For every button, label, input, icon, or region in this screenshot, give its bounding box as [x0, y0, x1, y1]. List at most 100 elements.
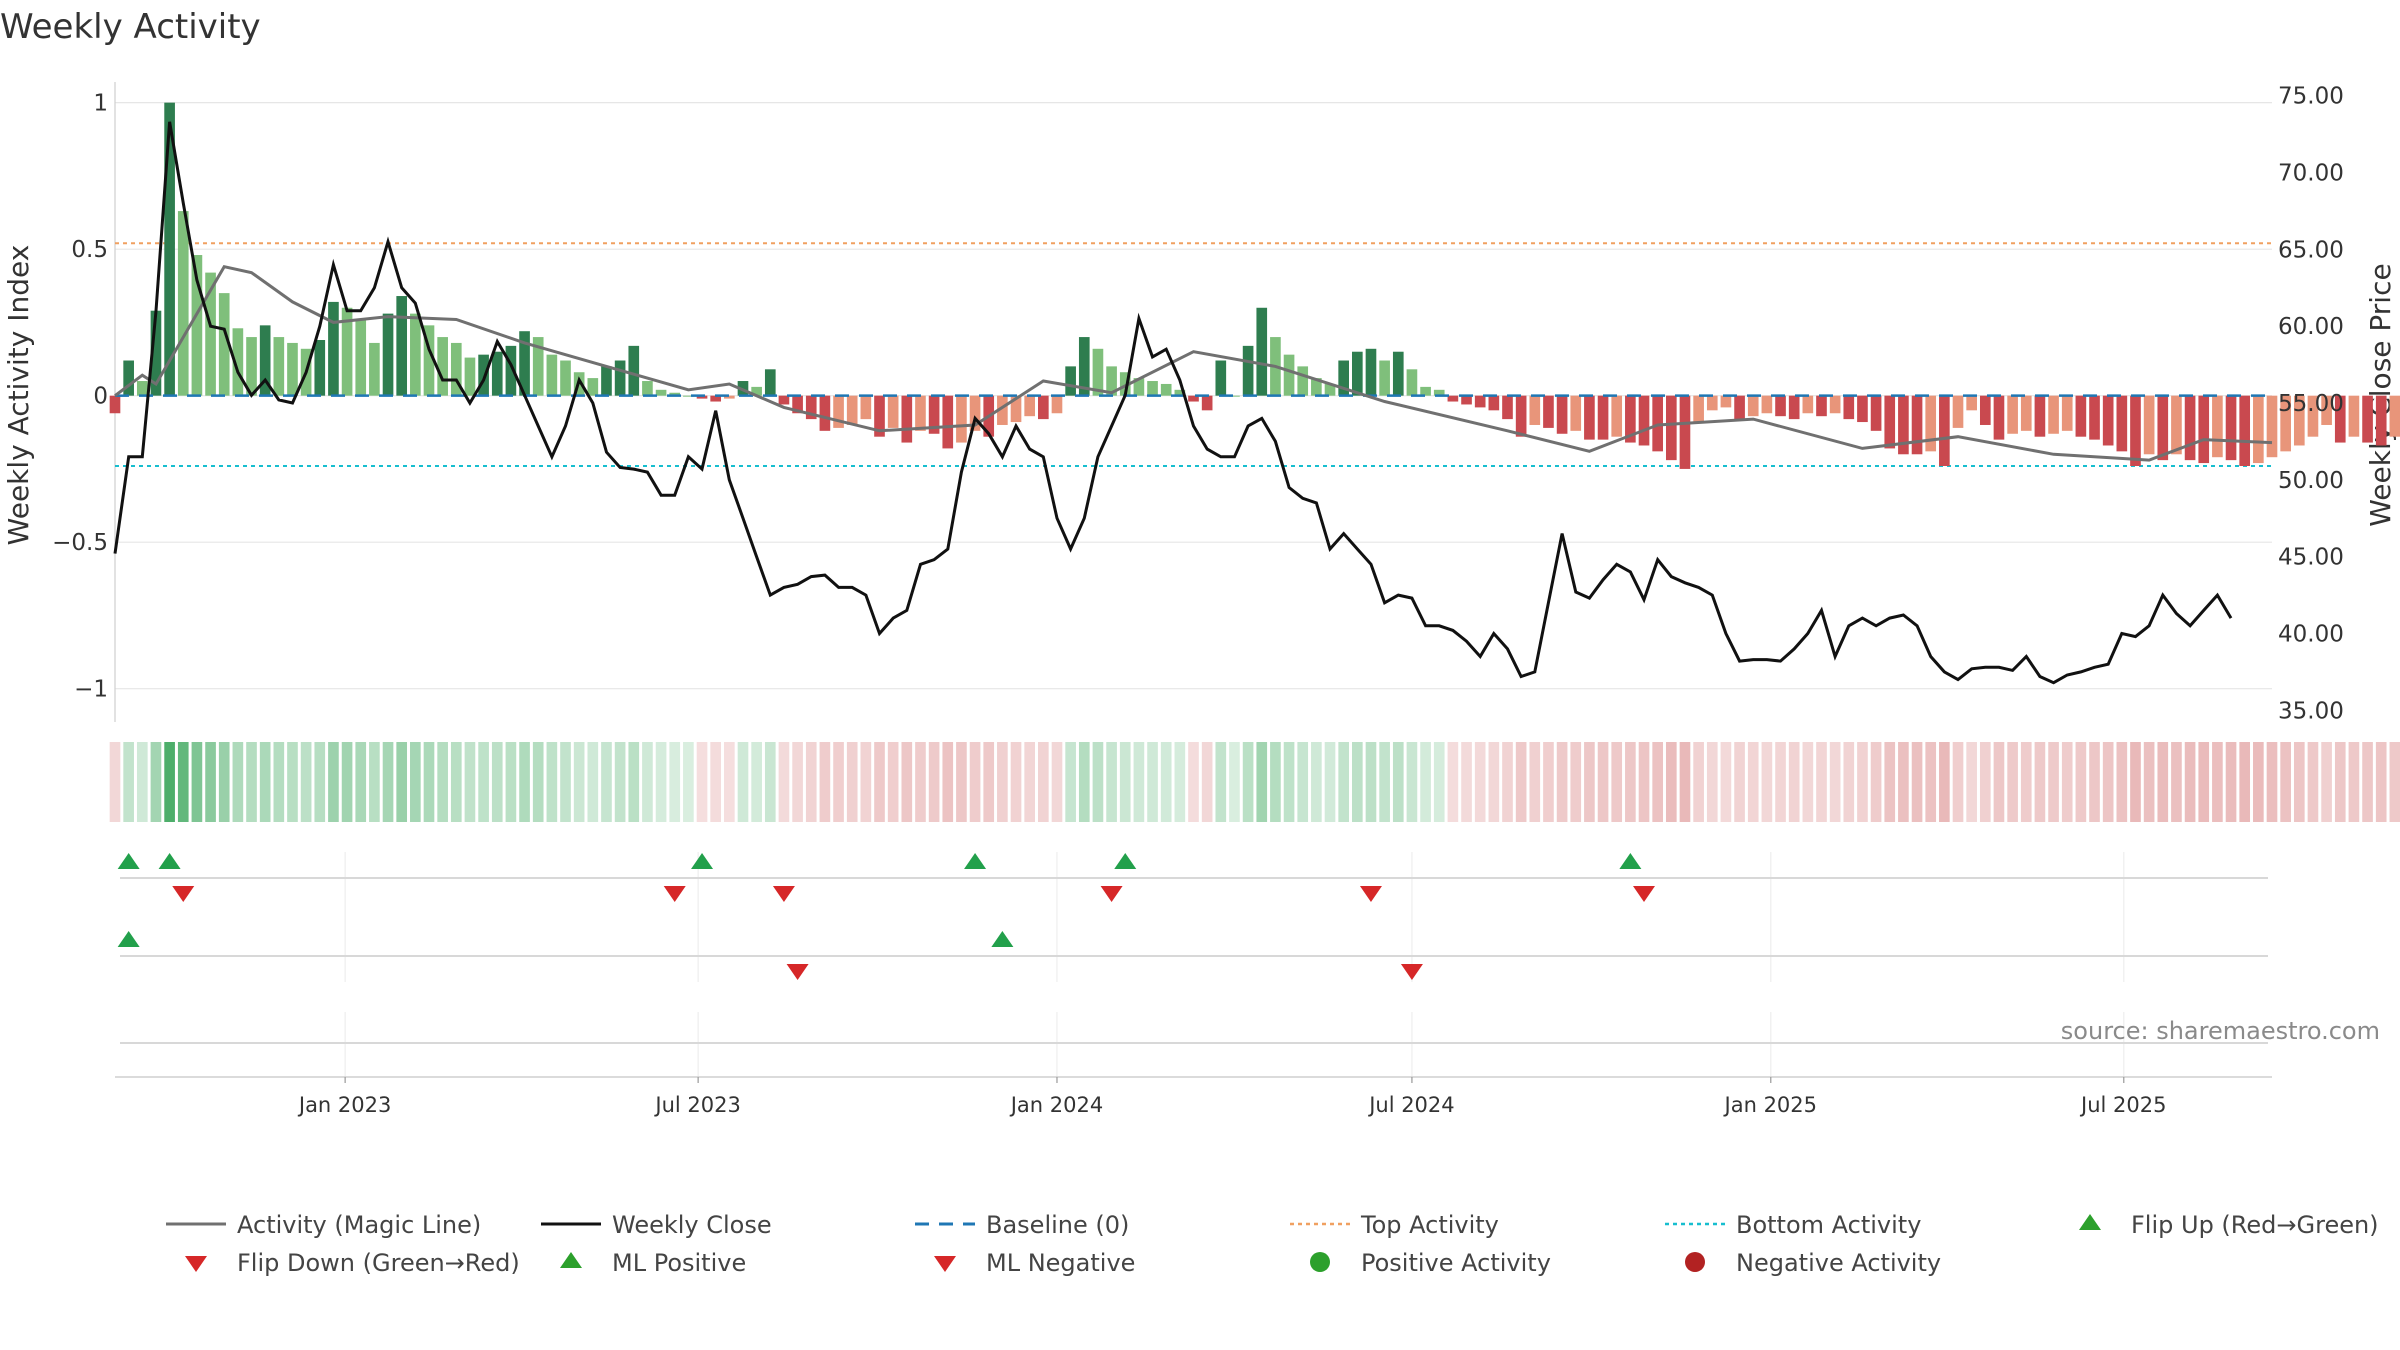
- heat-cell-48: [764, 742, 776, 822]
- x-tick-label-5: Jul 2025: [2079, 1093, 2166, 1117]
- activity-bar-24: [437, 337, 448, 396]
- heat-cell-34: [573, 742, 585, 822]
- activity-bar-107: [1570, 395, 1582, 431]
- heat-cell-123: [1788, 742, 1800, 822]
- heat-cell-17: [341, 742, 353, 822]
- heat-cell-6: [191, 742, 203, 822]
- y-axis-label: Weekly Activity Index: [2, 245, 35, 546]
- activity-bar-77: [1160, 383, 1172, 396]
- legend-label-8: ML Negative: [986, 1249, 1135, 1277]
- activity-bar-32: [546, 354, 558, 396]
- heat-cell-4: [164, 742, 175, 822]
- activity-bar-81: [1215, 360, 1227, 396]
- activity-bar-18: [355, 319, 367, 396]
- flip-up-marker-0: [117, 853, 140, 869]
- y2-tick-label-7: 40.00: [2278, 621, 2344, 647]
- activity-bar-103: [1515, 395, 1527, 437]
- heat-cell-126: [1829, 742, 1841, 822]
- chart-title: Weekly Activity: [0, 7, 261, 47]
- activity-bar-112: [1638, 395, 1650, 446]
- heat-cell-40: [655, 742, 667, 822]
- heat-cell-95: [1406, 742, 1418, 822]
- activity-heat-strip: [109, 742, 2400, 822]
- heat-cell-130: [1884, 742, 1896, 822]
- heat-cell-21: [396, 742, 408, 822]
- y-tick-label-2: 0: [93, 384, 108, 410]
- heat-cell-131: [1898, 742, 1909, 822]
- activity-bar-44: [710, 395, 722, 402]
- activity-bar-147: [2116, 395, 2128, 452]
- y-tick-label-0: 1: [93, 91, 108, 117]
- heat-cell-98: [1447, 742, 1459, 822]
- activity-bar-56: [874, 395, 885, 437]
- activity-bar-36: [601, 366, 612, 396]
- activity-bar-31: [532, 337, 544, 396]
- heat-cell-97: [1433, 742, 1445, 822]
- activity-bar-126: [1829, 395, 1841, 414]
- heat-cell-72: [1092, 742, 1104, 822]
- activity-bar-125: [1816, 395, 1827, 417]
- heat-cell-150: [2157, 742, 2169, 822]
- heat-cell-115: [1679, 742, 1691, 822]
- activity-bar-162: [2321, 395, 2332, 425]
- legend-label-0: Activity (Magic Line): [237, 1211, 481, 1239]
- heat-cell-93: [1379, 742, 1390, 822]
- activity-bar-53: [833, 395, 844, 428]
- heat-cell-77: [1160, 742, 1172, 822]
- activity-bar-159: [2280, 395, 2291, 452]
- heat-cell-109: [1597, 742, 1609, 822]
- activity-bar-138: [1993, 395, 2005, 440]
- y2-axis-label: Weekly Close Price: [2364, 263, 2397, 526]
- heat-cell-110: [1611, 742, 1623, 822]
- activity-bar-111: [1625, 395, 1636, 443]
- y2-tick-label-3: 60.00: [2278, 314, 2344, 340]
- heat-cell-167: [2389, 742, 2400, 822]
- heat-cell-152: [2184, 742, 2196, 822]
- heat-cell-8: [218, 742, 230, 822]
- activity-bar-72: [1092, 348, 1104, 396]
- heat-cell-68: [1038, 742, 1049, 822]
- activity-bar-74: [1119, 372, 1131, 396]
- heat-cell-92: [1365, 742, 1377, 822]
- heat-cell-108: [1584, 742, 1595, 822]
- heat-cell-19: [369, 742, 380, 822]
- activity-bar-165: [2362, 395, 2373, 443]
- heat-cell-138: [1993, 742, 2005, 822]
- activity-bar-156: [2239, 395, 2251, 466]
- heat-cell-65: [997, 742, 1008, 822]
- heat-cell-70: [1065, 742, 1076, 822]
- activity-bar-164: [2348, 395, 2360, 437]
- heat-cell-114: [1665, 742, 1677, 822]
- activity-bar-48: [764, 369, 776, 396]
- activity-bar-157: [2253, 395, 2264, 464]
- legend-swatch-8: [934, 1256, 956, 1272]
- activity-bar-57: [887, 395, 899, 428]
- activity-bar-129: [1870, 395, 1882, 431]
- activity-bar-16: [328, 301, 339, 396]
- heat-cell-50: [792, 742, 803, 822]
- heat-cell-155: [2225, 742, 2237, 822]
- activity-bar-1: [123, 360, 134, 396]
- activity-bar-79: [1188, 395, 1199, 402]
- legend-label-3: Top Activity: [1360, 1211, 1499, 1239]
- x-tick-label-1: Jul 2023: [653, 1093, 740, 1117]
- activity-bar-118: [1720, 395, 1732, 408]
- activity-bar-10: [246, 337, 257, 396]
- heat-cell-103: [1515, 742, 1527, 822]
- flip-up-marker-3: [964, 853, 987, 869]
- activity-bar-104: [1529, 395, 1541, 425]
- activity-bar-23: [423, 325, 435, 396]
- heat-cell-23: [423, 742, 435, 822]
- heat-cell-94: [1392, 742, 1404, 822]
- heat-cell-75: [1133, 742, 1145, 822]
- activity-bar-2: [136, 381, 148, 396]
- heat-cell-136: [1966, 742, 1977, 822]
- activity-bar-76: [1147, 381, 1158, 396]
- heat-cell-160: [2293, 742, 2305, 822]
- heat-cell-161: [2307, 742, 2319, 822]
- activity-bar-132: [1911, 395, 1923, 455]
- activity-bar-80: [1201, 395, 1213, 411]
- activity-bar-7: [205, 272, 216, 396]
- heat-cell-101: [1488, 742, 1500, 822]
- activity-bar-135: [1952, 395, 1964, 428]
